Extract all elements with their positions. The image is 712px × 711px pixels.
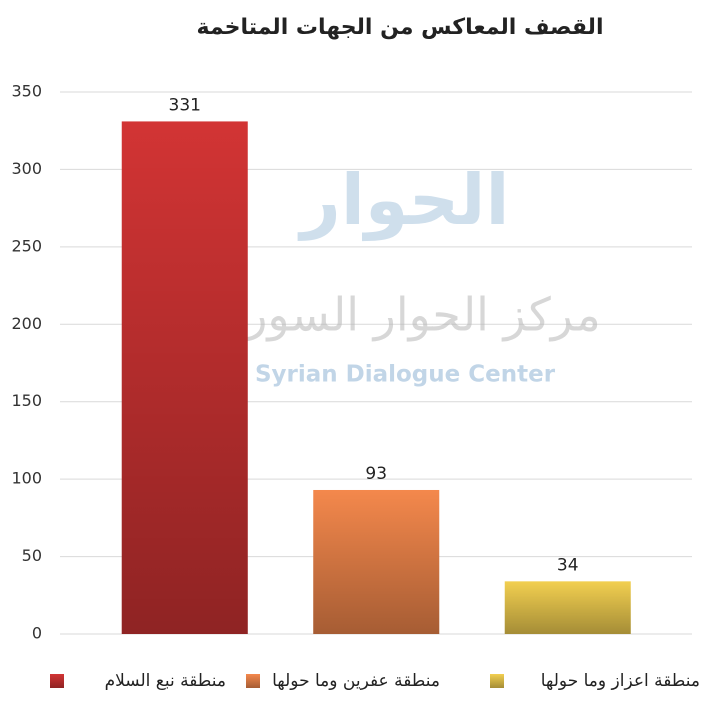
y-tick-label: 150 <box>11 391 42 410</box>
value-label: 93 <box>365 464 387 484</box>
y-tick-label: 350 <box>11 82 42 101</box>
y-tick-label: 50 <box>22 546 42 565</box>
value-label: 331 <box>169 95 201 115</box>
legend-swatch-shade <box>50 674 64 688</box>
y-tick-label: 100 <box>11 469 42 488</box>
watermark-name-ar: مركز الحوار السوري <box>209 288 601 343</box>
y-tick-label: 250 <box>11 236 42 255</box>
watermark-name-en: Syrian Dialogue Center <box>255 362 556 388</box>
value-label: 34 <box>557 555 579 575</box>
legend-label: منطقة عفرين وما حولها <box>272 671 440 691</box>
legend-swatch-shade <box>490 674 504 688</box>
watermark-logo: الحوار <box>298 159 510 241</box>
watermark: الحوار مركز الحوار السوري Syrian Dialogu… <box>209 159 601 387</box>
chart-title: القصف المعاكس من الجهات المتاخمة <box>197 15 604 40</box>
legend-swatch-shade <box>246 674 260 688</box>
bar <box>121 121 248 635</box>
legend-label: منطقة اعزاز وما حولها <box>541 671 700 691</box>
legend-label: منطقة نبع السلام <box>105 671 226 691</box>
bar <box>504 581 631 634</box>
y-tick-label: 0 <box>32 624 42 643</box>
y-tick-label: 200 <box>11 314 42 333</box>
bar <box>313 489 440 634</box>
y-tick-label: 300 <box>11 159 42 178</box>
